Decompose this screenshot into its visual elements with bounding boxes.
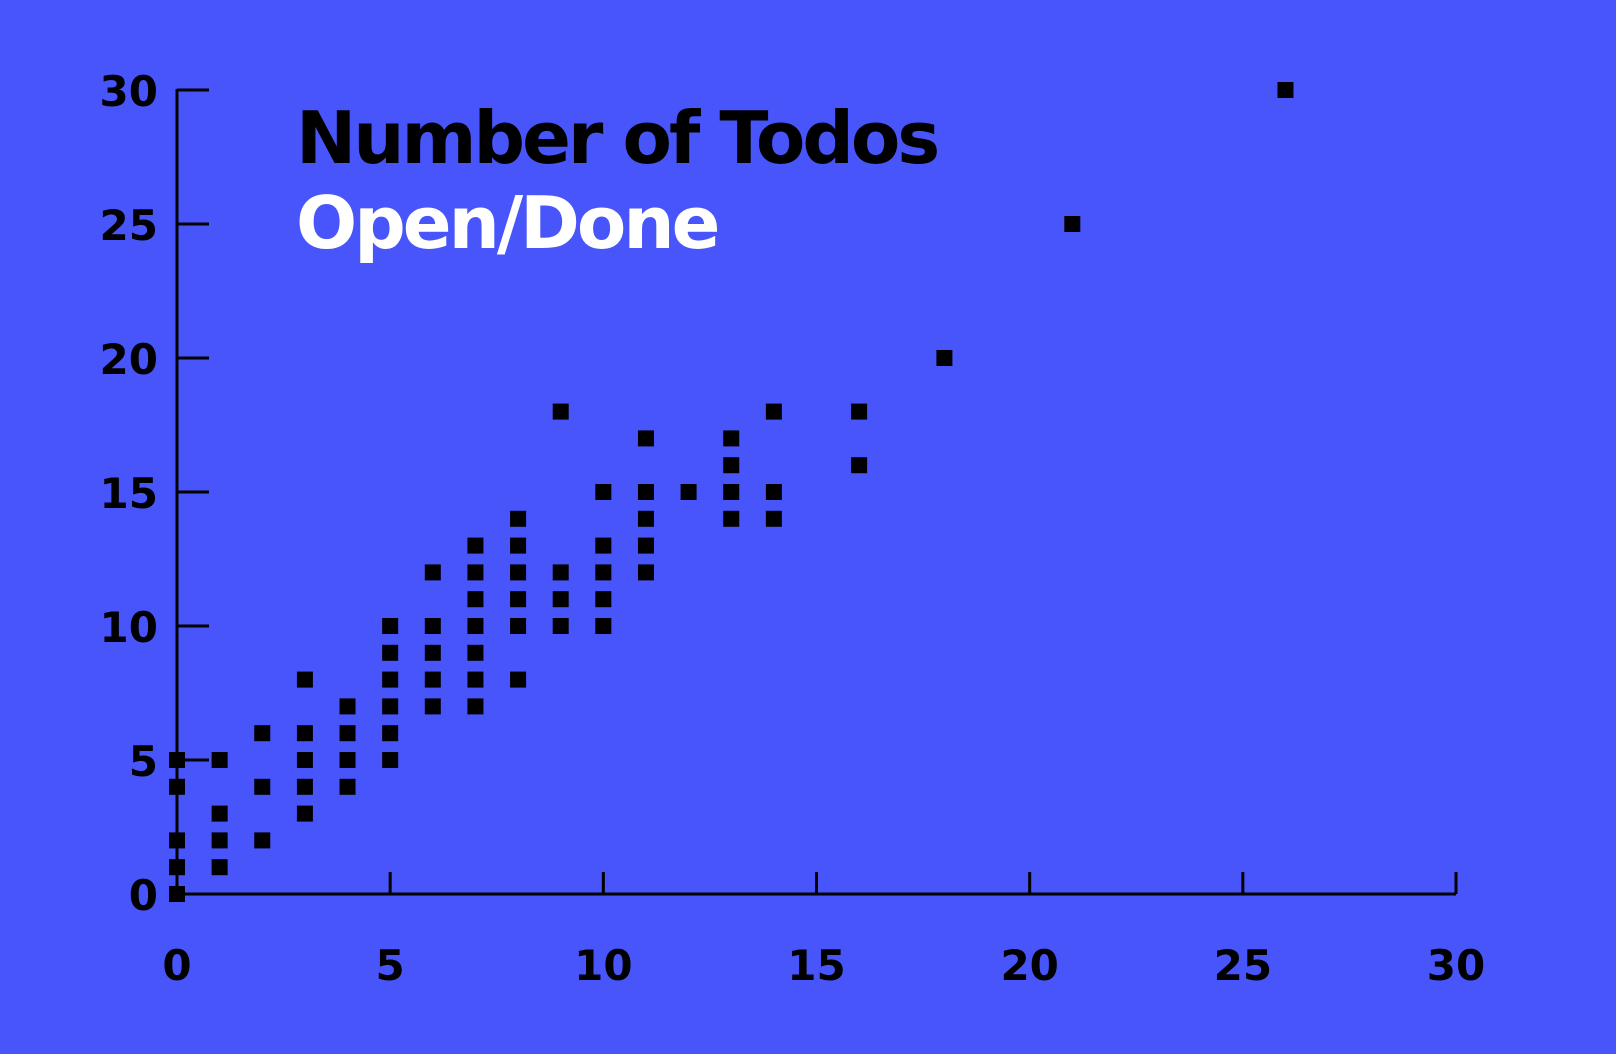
data-point [595, 537, 612, 554]
data-point [467, 671, 484, 688]
y-tick-label: 20 [100, 335, 158, 384]
chart-subtitle: Open/Done [296, 181, 718, 265]
data-point [424, 698, 441, 715]
data-point [169, 859, 185, 876]
data-point [637, 484, 654, 500]
data-point [339, 698, 356, 715]
y-axis-ticks: 0 5 10 15 20 25 30 [100, 67, 209, 920]
chart-title: Number of Todos [296, 96, 937, 180]
data-point [595, 564, 612, 581]
x-tick-label: 20 [1000, 941, 1058, 990]
data-point [296, 805, 313, 822]
data-point [637, 430, 654, 447]
data-point [254, 832, 271, 849]
data-point [510, 591, 527, 608]
data-point [680, 484, 697, 500]
y-tick-label: 10 [100, 603, 158, 652]
data-point [339, 725, 356, 742]
data-point [510, 671, 527, 688]
data-point [467, 564, 484, 581]
x-axis-ticks: 0 5 10 15 20 25 30 [162, 872, 1485, 990]
data-point [1064, 216, 1081, 232]
data-point [552, 564, 569, 581]
data-point [382, 752, 399, 768]
data-point [169, 832, 185, 849]
data-point [296, 725, 313, 742]
data-point [851, 457, 868, 474]
data-point [339, 752, 356, 768]
data-point [510, 537, 527, 554]
data-point [254, 725, 271, 742]
data-point [211, 752, 228, 768]
x-tick-label: 15 [787, 941, 845, 990]
data-point [296, 671, 313, 688]
y-tick-label: 30 [100, 67, 158, 116]
x-tick-label: 5 [376, 941, 405, 990]
data-point [595, 484, 612, 500]
data-points [169, 82, 1294, 902]
data-point [382, 671, 399, 688]
x-tick-label: 25 [1214, 941, 1272, 990]
data-point [467, 591, 484, 608]
data-point [723, 430, 740, 447]
data-point [382, 698, 399, 715]
data-point [467, 698, 484, 715]
data-point [382, 644, 399, 661]
data-point [296, 752, 313, 768]
data-point [424, 564, 441, 581]
data-point [424, 671, 441, 688]
data-point [595, 591, 612, 608]
data-point [765, 510, 782, 527]
data-point [211, 805, 228, 822]
data-point [424, 618, 441, 634]
data-point [723, 484, 740, 500]
y-tick-label: 0 [129, 871, 158, 920]
data-point [382, 725, 399, 742]
data-point [851, 403, 868, 420]
x-tick-label: 30 [1427, 941, 1485, 990]
data-point [169, 886, 185, 902]
data-point [510, 618, 527, 634]
data-point [765, 484, 782, 500]
data-point [637, 537, 654, 554]
data-point [765, 403, 782, 420]
data-point [467, 618, 484, 634]
data-point [510, 564, 527, 581]
data-point [382, 618, 399, 634]
y-tick-label: 5 [129, 737, 158, 786]
y-tick-label: 15 [100, 469, 158, 518]
data-point [339, 778, 356, 795]
data-point [552, 618, 569, 634]
data-point [723, 457, 740, 474]
data-point [424, 644, 441, 661]
data-point [637, 510, 654, 527]
data-point [169, 778, 185, 795]
data-point [510, 510, 527, 527]
y-tick-label: 25 [100, 201, 158, 250]
data-point [169, 752, 185, 768]
x-tick-label: 0 [162, 941, 191, 990]
data-point [936, 350, 953, 366]
data-point [595, 618, 612, 634]
data-point [637, 564, 654, 581]
data-point [467, 537, 484, 554]
data-point [211, 832, 228, 849]
data-point [296, 778, 313, 795]
data-point [552, 403, 569, 420]
data-point [1277, 82, 1294, 98]
data-point [211, 859, 228, 876]
data-point [467, 644, 484, 661]
data-point [552, 591, 569, 608]
x-tick-label: 10 [574, 941, 632, 990]
data-point [723, 510, 740, 527]
data-point [254, 778, 271, 795]
